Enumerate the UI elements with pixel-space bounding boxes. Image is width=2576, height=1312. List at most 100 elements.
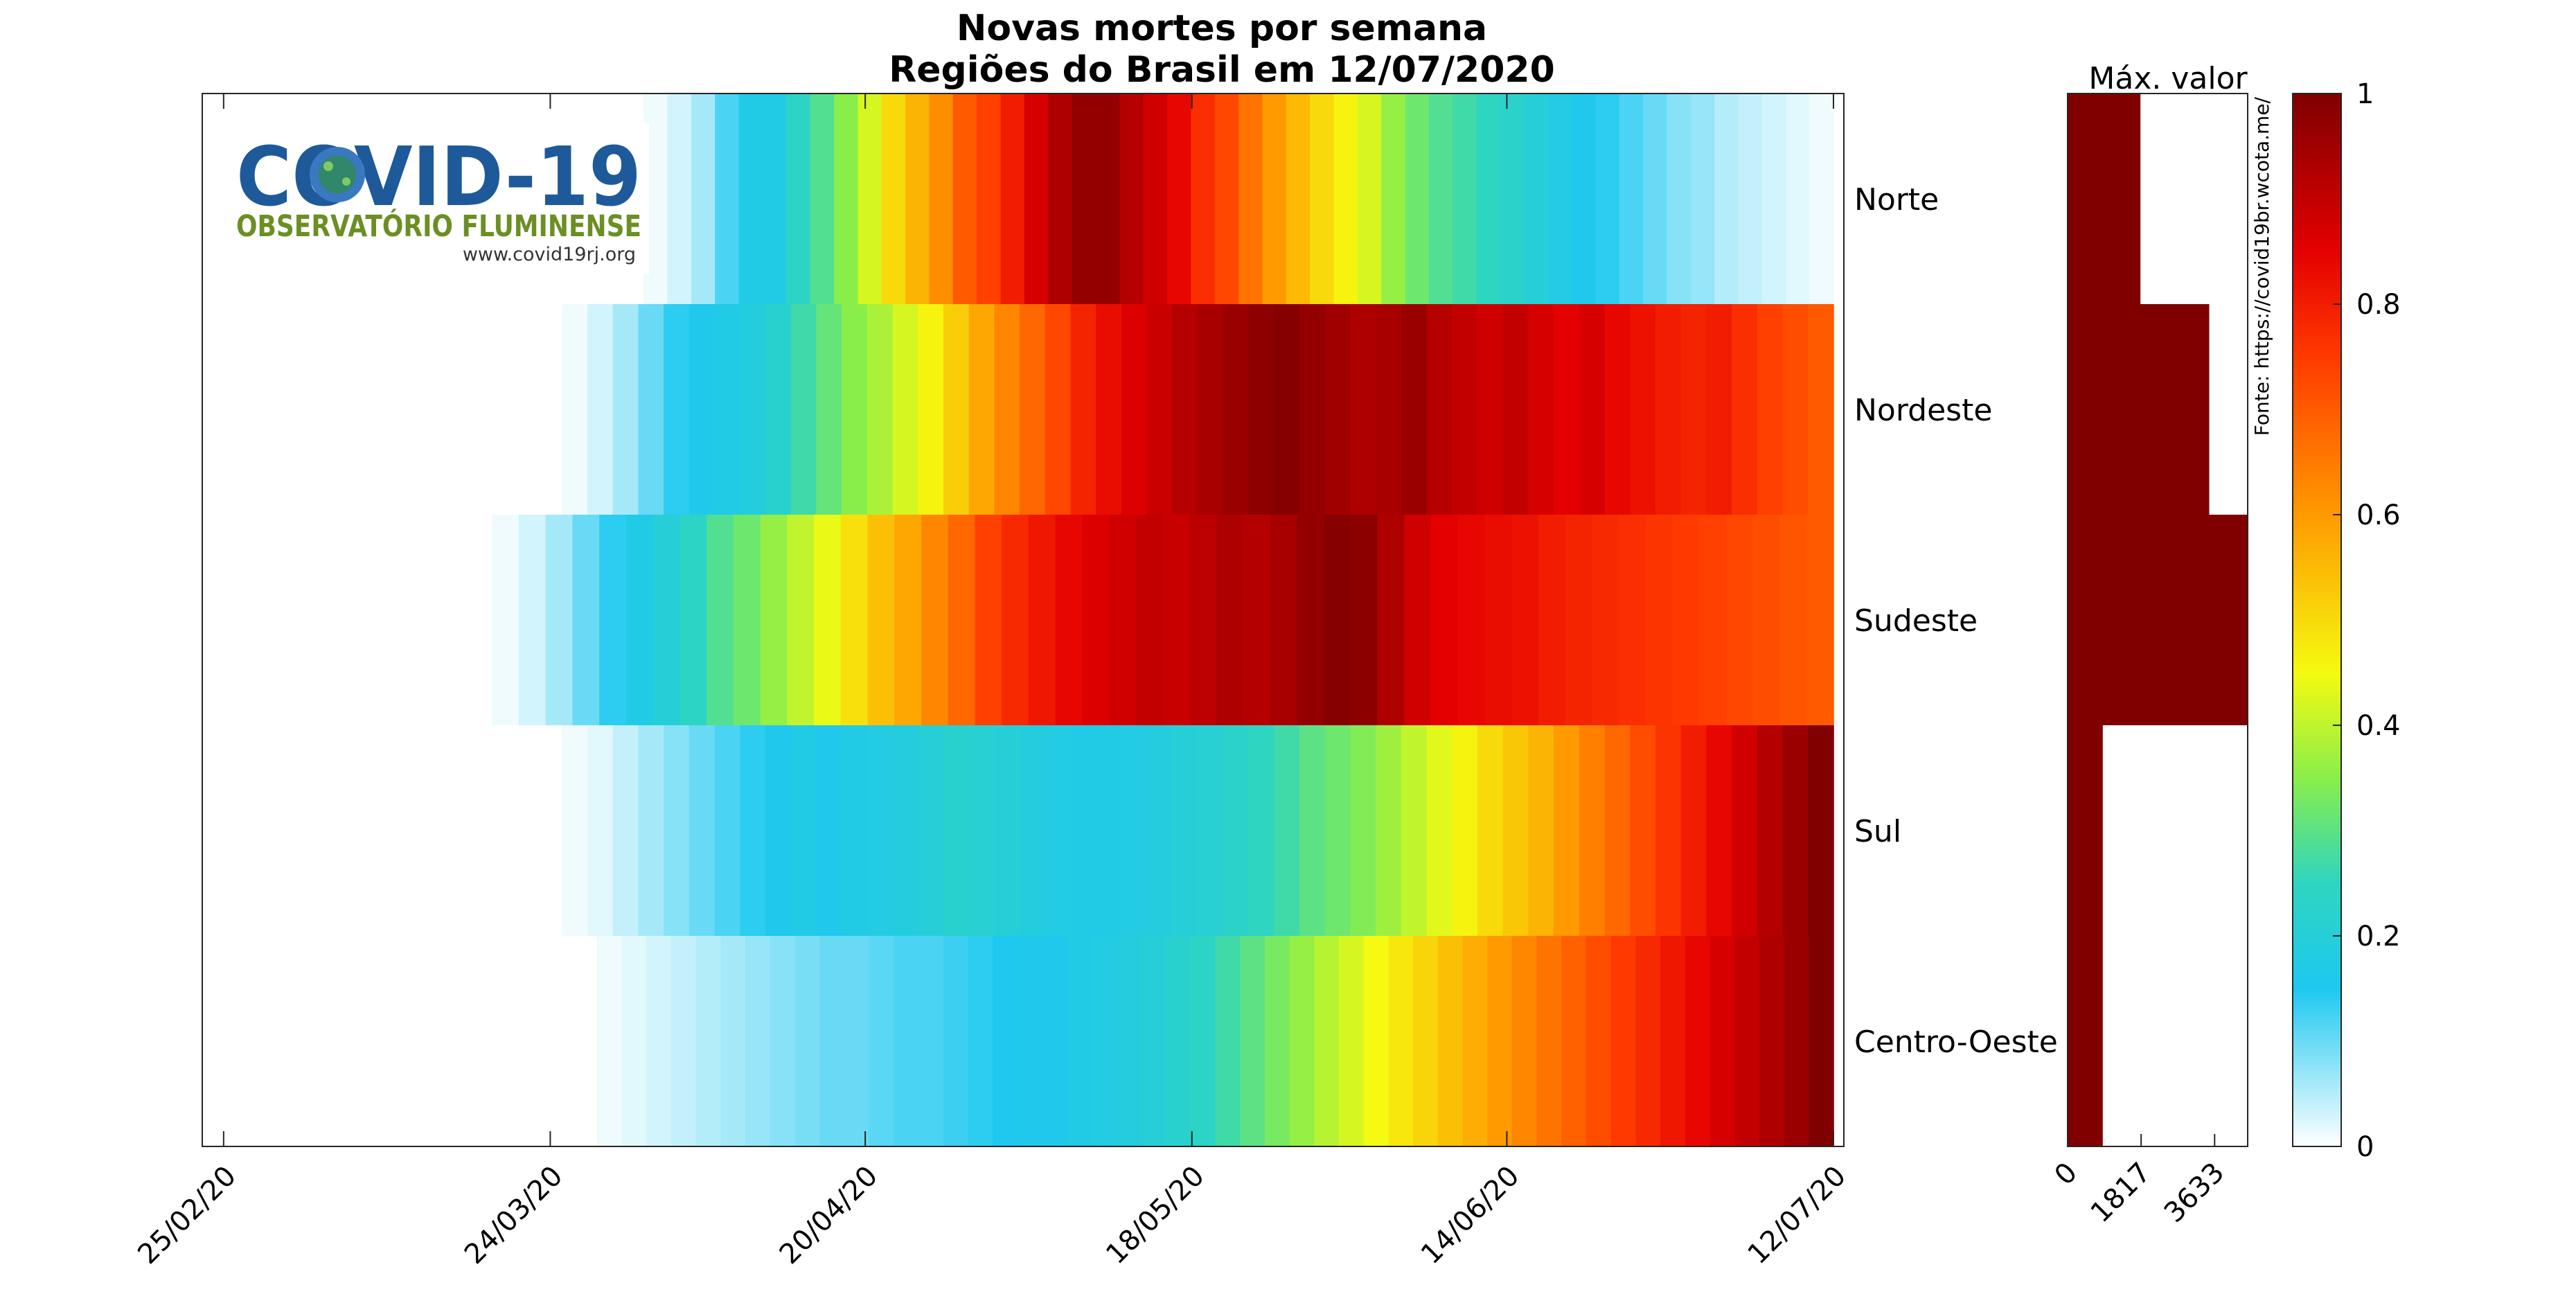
- heatmap-cell: [834, 94, 859, 304]
- heatmap-cell: [1135, 515, 1164, 725]
- heatmap-cell: [1511, 936, 1538, 1146]
- heatmap-cell: [733, 515, 761, 725]
- heatmap-cell: [968, 936, 993, 1146]
- row-label: Norte: [1854, 182, 1939, 218]
- heatmap-cell: [1404, 515, 1432, 725]
- heatmap-cell: [664, 304, 690, 515]
- heatmap-cell: [1604, 725, 1631, 936]
- heatmap-cell: [1214, 94, 1239, 304]
- heatmap-cell: [1572, 94, 1597, 304]
- x-tick-label: 12/07/20: [1742, 1160, 1853, 1271]
- heatmap-cell: [646, 936, 672, 1146]
- heatmap-cell: [1274, 725, 1300, 936]
- heatmap-cell: [1286, 94, 1311, 304]
- heatmap-cell: [1172, 304, 1198, 515]
- heatmap-cell: [715, 94, 740, 304]
- heatmap-cell: [572, 515, 600, 725]
- max-value-bar: [2068, 515, 2248, 725]
- heatmap-cell: [1350, 304, 1376, 515]
- heatmap-cell: [599, 515, 627, 725]
- heatmap-cell: [1487, 936, 1513, 1146]
- heatmap-cell: [1109, 515, 1137, 725]
- heatmap-cell: [1536, 936, 1562, 1146]
- heatmap-cell: [1248, 304, 1275, 515]
- heatmap-cell: [1630, 725, 1656, 936]
- max-tick-label: 1817: [2085, 1157, 2158, 1230]
- heatmap-cell: [1680, 304, 1707, 515]
- logo-background: [225, 123, 649, 274]
- max-value-title: Máx. valor: [2088, 61, 2248, 96]
- heatmap-cell: [1732, 725, 1758, 936]
- heatmap-cell: [1477, 304, 1504, 515]
- heatmap-cell: [1401, 725, 1428, 936]
- heatmap-cell: [1619, 515, 1646, 725]
- heatmap-cell: [1223, 304, 1250, 515]
- heatmap-cell: [1477, 725, 1504, 936]
- heatmap-cell: [1216, 515, 1244, 725]
- heatmap-cell: [691, 94, 716, 304]
- heatmap-cell: [596, 936, 623, 1146]
- heatmap-cell: [881, 94, 906, 304]
- heatmap-cell: [1779, 515, 1807, 725]
- heatmap-cell: [943, 304, 970, 515]
- heatmap-cell: [1806, 515, 1834, 725]
- heatmap-cell: [1189, 515, 1217, 725]
- heatmap-cell: [738, 94, 763, 304]
- heatmap-cell: [790, 304, 817, 515]
- heatmap-cell: [790, 725, 817, 936]
- heatmap-cell: [810, 94, 835, 304]
- heatmap-cell: [814, 515, 842, 725]
- heatmap-cell: [1172, 725, 1198, 936]
- heatmap-cell: [1586, 936, 1612, 1146]
- heatmap-cell: [1401, 304, 1428, 515]
- heatmap-cell: [1655, 304, 1682, 515]
- heatmap-cell: [1610, 936, 1637, 1146]
- heatmap-cell: [1619, 94, 1644, 304]
- heatmap-cell: [695, 936, 722, 1146]
- heatmap-cell: [1191, 94, 1216, 304]
- heatmap-cell: [720, 936, 746, 1146]
- heatmap-panel: Norte Nordeste Sudeste Sul Centro-Oeste 25/0…: [132, 93, 2058, 1271]
- heatmap-cell: [1643, 94, 1668, 304]
- heatmap-cell: [1784, 936, 1810, 1146]
- heatmap-cell: [1528, 304, 1554, 515]
- heatmap-cell: [1121, 725, 1148, 936]
- chart-title: Novas mortes por semana: [957, 8, 1487, 49]
- heatmap-cell: [943, 725, 970, 936]
- heatmap-cell: [638, 725, 664, 936]
- heatmap-cell: [1377, 515, 1405, 725]
- heatmap-cell: [689, 304, 716, 515]
- heatmap-cell: [1121, 304, 1148, 515]
- max-value-bar: [2068, 936, 2103, 1146]
- heatmap-cell: [1002, 515, 1029, 725]
- heatmap-cell: [1782, 304, 1809, 515]
- heatmap-cell: [1511, 515, 1539, 725]
- heatmap-cell: [918, 936, 944, 1146]
- heatmap-cell: [1082, 515, 1110, 725]
- heatmap-cell: [1324, 304, 1351, 515]
- heatmap-cell: [1274, 304, 1300, 515]
- heatmap-cell: [1672, 515, 1700, 725]
- x-tick-label: 24/03/20: [459, 1160, 569, 1271]
- heatmap-cell: [993, 936, 1018, 1146]
- max-bars: [2068, 94, 2248, 1146]
- heatmap-cell: [1238, 94, 1263, 304]
- heatmap-cell: [1761, 94, 1787, 304]
- heatmap-cell: [1289, 936, 1315, 1146]
- heatmap-cell: [1630, 304, 1656, 515]
- heatmap-cell: [1502, 725, 1529, 936]
- heatmap-cell: [1198, 725, 1224, 936]
- heatmap-cell: [977, 94, 1002, 304]
- heatmap-cell: [943, 936, 969, 1146]
- heatmap-cell: [1141, 936, 1166, 1146]
- heatmap-cell: [1528, 725, 1554, 936]
- virus-icon: [310, 147, 365, 202]
- heatmap-cell: [1462, 936, 1488, 1146]
- heatmap-cell: [1020, 725, 1046, 936]
- heatmap-cell: [1699, 515, 1727, 725]
- heatmap-cell: [844, 936, 870, 1146]
- heatmap-cell: [1645, 515, 1673, 725]
- heatmap-cell: [1376, 725, 1402, 936]
- heatmap-cell: [740, 304, 766, 515]
- heatmap-cell: [1808, 304, 1834, 515]
